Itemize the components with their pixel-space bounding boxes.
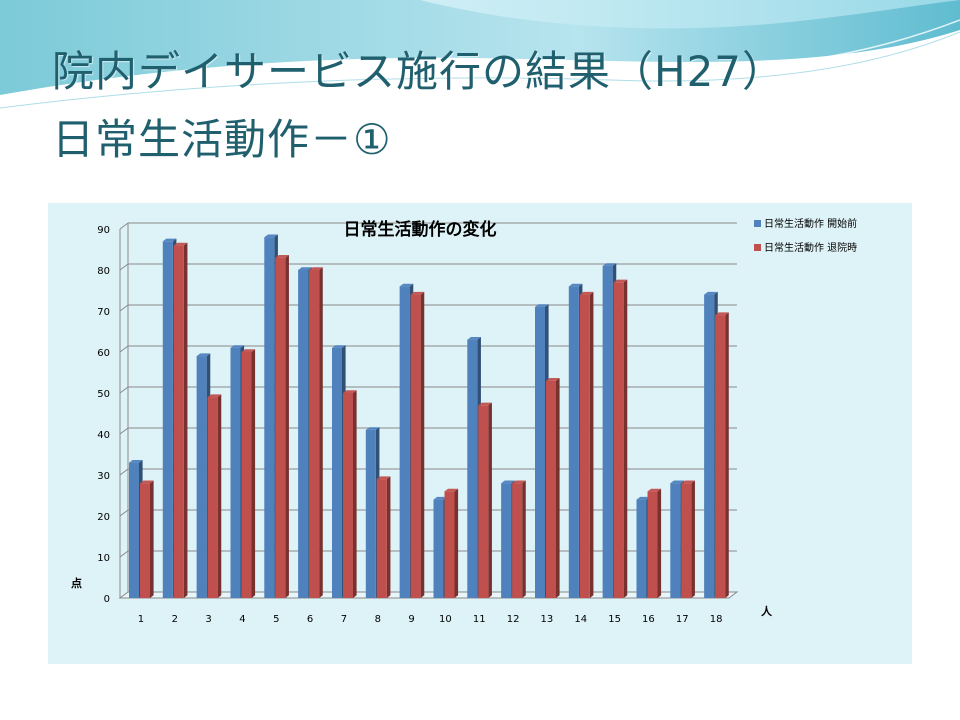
legend: 日常生活動作 開始前 日常生活動作 退院時 [754, 217, 857, 254]
gridline-side [119, 222, 129, 230]
header-wave-line [0, 31, 960, 109]
bar-after [140, 480, 154, 598]
gridlines [118, 222, 739, 599]
bars [129, 234, 729, 599]
bar-after [207, 394, 222, 598]
bar-after [613, 279, 628, 598]
x-tick-label: 6 [307, 614, 313, 625]
x-tick-label: 17 [676, 614, 689, 625]
y-tick-label: 60 [97, 348, 110, 359]
chart-title: 日常生活動作の変化 [344, 219, 497, 240]
x-axis-unit: 人 [761, 604, 773, 618]
bar-after [343, 390, 357, 598]
bar-after [478, 402, 492, 598]
y-tick-label: 40 [97, 430, 110, 441]
bar-after [715, 312, 729, 598]
x-tick-label: 8 [375, 614, 381, 625]
gridline-side [119, 468, 129, 476]
gridline-side [119, 550, 129, 558]
gridline-side [119, 345, 129, 353]
header-wave-highlight [420, 0, 960, 29]
chart-panel: 0 10 20 30 40 50 60 70 80 90 1 2 3 4 5 6 7 8 9 10 11 12 13 14 1… [48, 203, 912, 664]
bar-after [647, 488, 662, 598]
y-tick-label: 90 [97, 225, 110, 236]
bar-after [173, 242, 188, 598]
x-tick-label: 12 [507, 614, 520, 625]
bar-after [546, 378, 560, 598]
slide-title: 院内デイサービス施行の結果（H27） [52, 47, 786, 96]
x-tick-label: 3 [205, 614, 211, 625]
bar-after [410, 291, 425, 598]
x-tick-label: 14 [574, 614, 587, 625]
x-tick-label: 18 [710, 614, 723, 625]
bar-after [444, 488, 459, 598]
x-tick-label: 1 [138, 614, 144, 625]
bar-after [579, 291, 594, 598]
legend-label-before: 日常生活動作 開始前 [764, 217, 857, 230]
gridline-side [119, 304, 129, 312]
x-tick-label: 4 [239, 614, 245, 625]
x-tick-label: 7 [341, 614, 347, 625]
y-axis-ticks: 0 10 20 30 40 50 60 70 80 90 [97, 225, 110, 605]
legend-label-after: 日常生活動作 退院時 [764, 241, 857, 254]
bar-after [241, 349, 256, 598]
y-tick-label: 50 [97, 389, 110, 400]
header-wave-line [0, 19, 960, 101]
gridline-side [119, 427, 129, 435]
bar-after [512, 480, 526, 598]
x-tick-label: 10 [439, 614, 452, 625]
y-tick-label: 20 [97, 512, 110, 523]
x-tick-label: 9 [408, 614, 414, 625]
gridline-side [119, 263, 129, 271]
x-tick-label: 13 [541, 614, 554, 625]
y-tick-label: 80 [97, 266, 110, 277]
gridline-side [119, 509, 129, 517]
y-tick-label: 70 [97, 307, 110, 318]
y-tick-label: 30 [97, 471, 110, 482]
x-tick-label: 15 [608, 614, 621, 625]
legend-swatch-after [754, 244, 761, 251]
y-tick-label: 0 [104, 594, 110, 605]
bar-after [376, 476, 391, 598]
bar-after [275, 255, 289, 598]
slide-subtitle: 日常生活動作－① [52, 115, 392, 164]
x-tick-label: 16 [642, 614, 655, 625]
y-axis-unit: 点 [71, 576, 82, 590]
gridline-side [119, 386, 129, 394]
x-tick-label: 5 [273, 614, 279, 625]
x-axis-ticks: 1 2 3 4 5 6 7 8 9 10 11 12 13 14 15 16 17 18 [138, 614, 723, 625]
legend-swatch-before [754, 220, 761, 227]
bar-after [681, 480, 695, 598]
y-tick-label: 10 [97, 553, 110, 564]
bar-after [309, 267, 323, 598]
x-tick-label: 2 [172, 614, 178, 625]
x-tick-label: 11 [473, 614, 486, 625]
